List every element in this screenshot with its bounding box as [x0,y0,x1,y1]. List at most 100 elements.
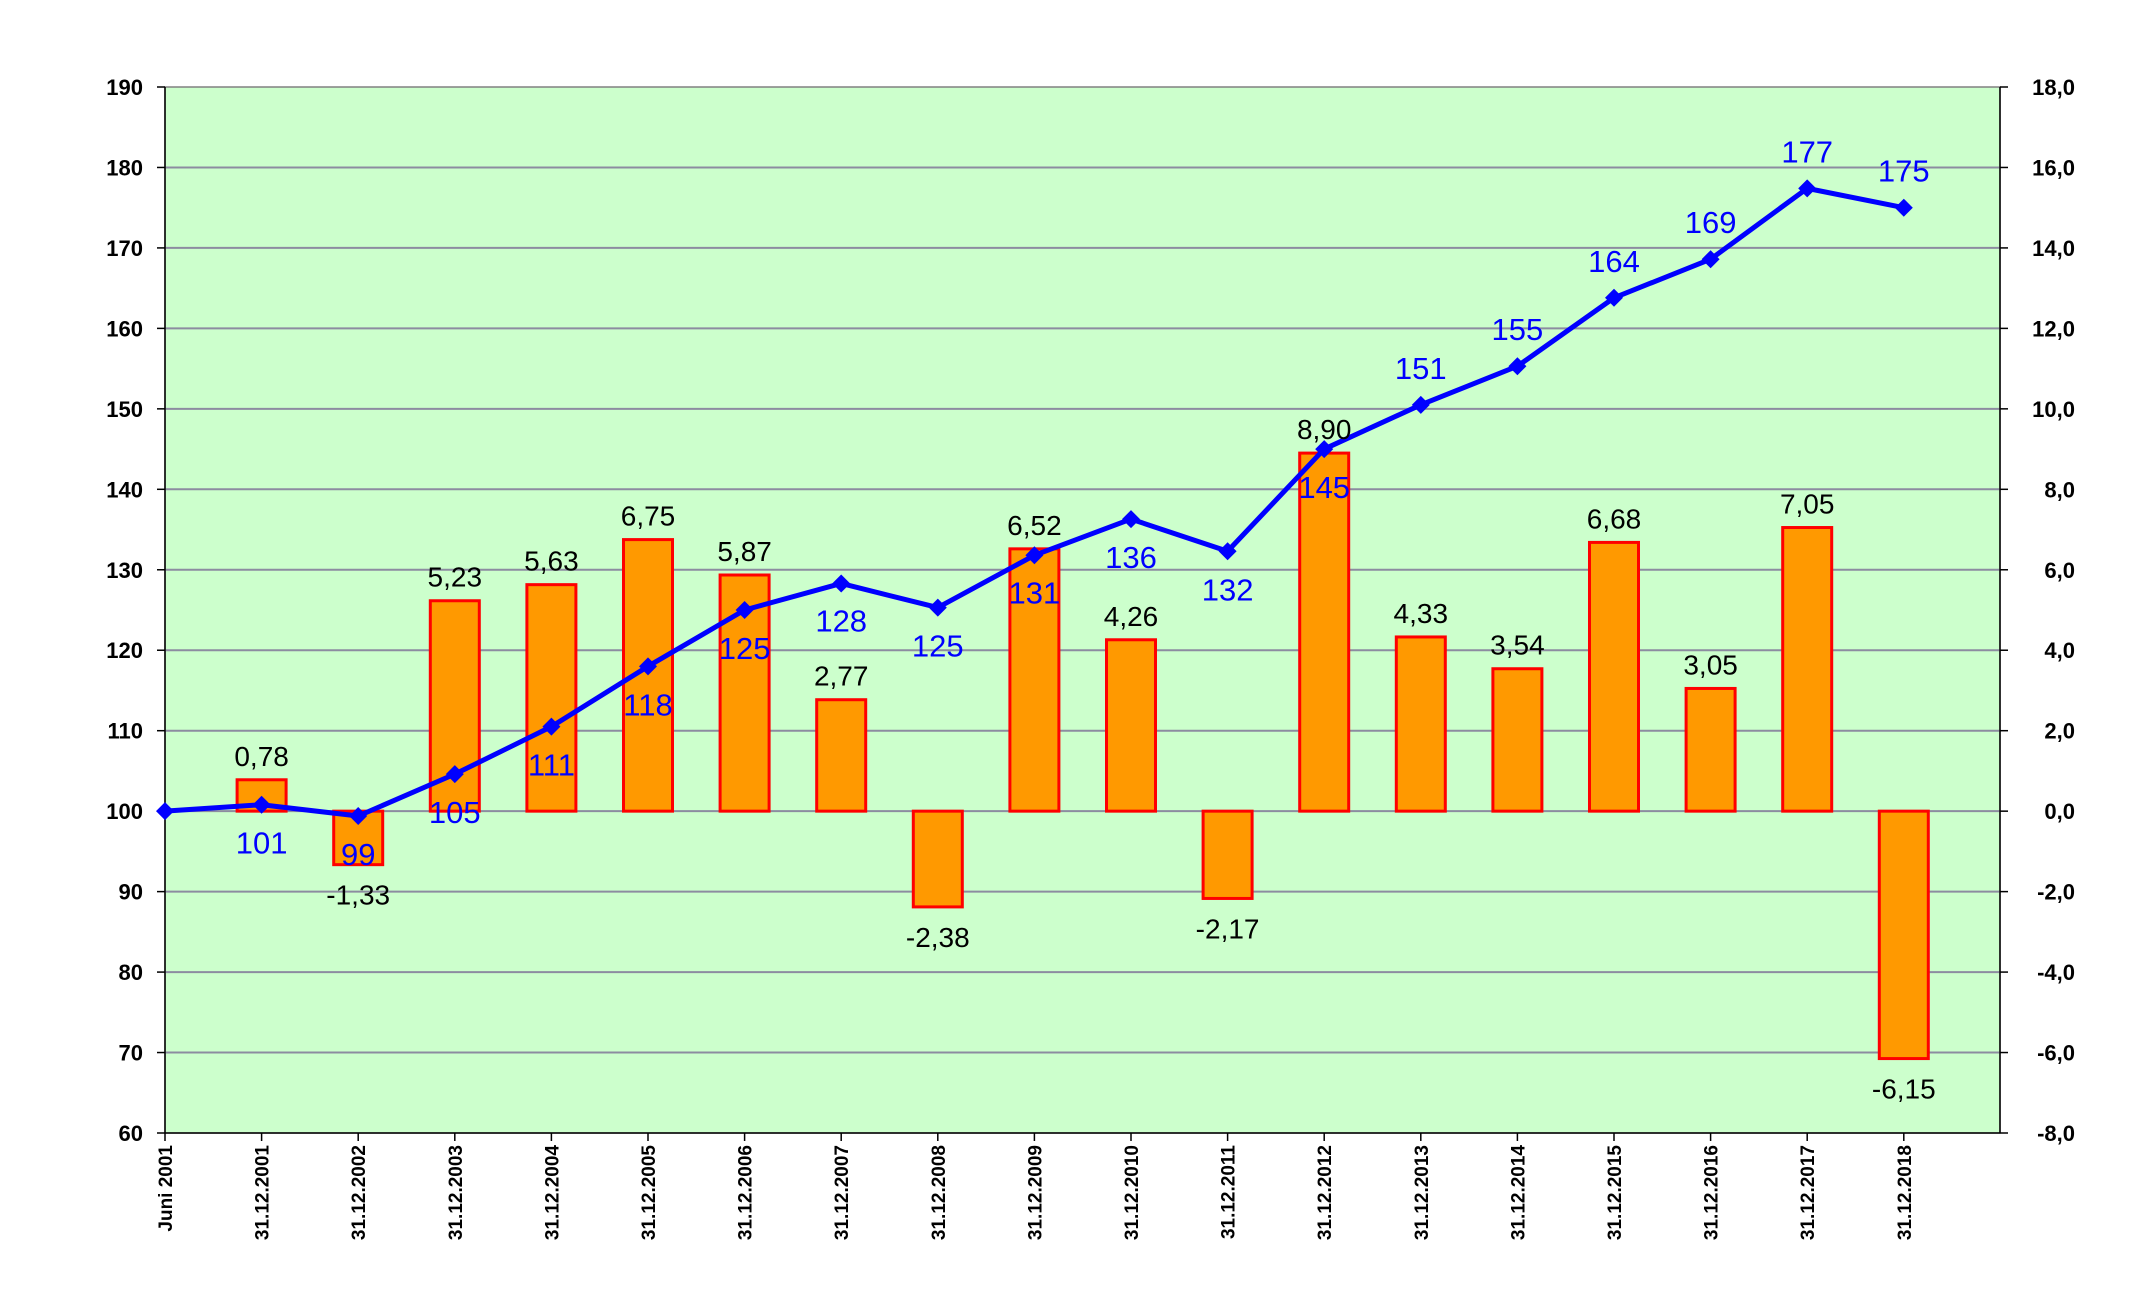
right-axis-tick-label: 4,0 [2044,638,2075,663]
x-axis-tick-label: 31.12.2006 [736,1145,757,1240]
x-axis-tick-label: 31.12.2003 [446,1145,467,1240]
line-point-marker [1508,357,1527,376]
right-axis-tick-label: 18,0 [2032,75,2075,100]
x-axis-tick-label: 31.12.2008 [929,1145,950,1240]
bar [1105,638,1157,813]
left-axis-tick-label: 190 [106,75,143,100]
line-data-label: 151 [1395,351,1447,386]
left-axis-tick-label: 150 [106,397,143,422]
line-point-marker [832,574,851,593]
line-data-label: 111 [528,748,575,783]
line-point-marker [156,802,174,821]
bar-data-label: 4,33 [1394,598,1449,629]
left-axis-tick-label: 70 [119,1041,143,1066]
right-axis-tick-label: 16,0 [2032,155,2075,180]
bar-data-label: 3,54 [1490,630,1545,661]
left-axis-tick-label: 170 [106,236,143,261]
line-data-label: 125 [719,631,771,666]
bar-data-label: 6,68 [1587,503,1642,534]
right-axis-tick-label: 8,0 [2044,477,2075,502]
right-axis-tick-label: -2,0 [2037,880,2075,905]
right-axis-tick-label: 14,0 [2032,236,2075,261]
left-axis-tick-label: 90 [119,880,143,905]
left-axis-tick-label: 160 [106,316,143,341]
bar-data-label: 3,05 [1683,649,1738,680]
line-data-label: 125 [912,629,964,664]
bar-data-label: 6,52 [1007,510,1062,541]
bar [1684,686,1737,813]
line-point-marker [928,598,947,617]
bar-data-label: 7,05 [1780,489,1835,520]
line-point-marker [735,601,754,619]
bar-data-label: 5,63 [524,546,579,577]
bar [525,583,578,813]
right-axis-tick-label: 12,0 [2032,316,2075,341]
line-point-marker [1798,179,1817,198]
left-axis-tick-label: 110 [108,719,144,744]
right-axis-tick-label: 2,0 [2044,719,2075,744]
x-axis-tick-label: 31.12.2011 [1219,1145,1240,1239]
x-axis-tick-label: 31.12.2013 [1412,1145,1433,1240]
line-data-label: 118 [623,687,672,722]
line-data-label: 132 [1202,572,1254,607]
bar [1394,635,1447,813]
right-axis-tick-label: 0,0 [2044,799,2075,824]
bar-data-label: 6,75 [621,501,676,532]
x-axis-tick-label: Juni 2001 [156,1145,177,1232]
bar [1201,809,1254,900]
left-axis-tick-label: 100 [106,799,143,824]
bar-data-label: 2,77 [814,661,869,692]
x-axis-tick-label: 31.12.2014 [1508,1145,1529,1241]
line-data-label: 155 [1492,312,1544,347]
line-point-marker [1218,542,1237,561]
bar-data-label: -2,38 [906,922,970,953]
x-axis-tick-label: 31.12.2017 [1798,1145,1819,1240]
x-axis-tick-label: 31.12.2018 [1895,1145,1916,1240]
x-axis-tick-label: 31.12.2007 [832,1145,853,1240]
bar [815,698,868,813]
line-point-marker [1315,440,1334,459]
line-point-marker [542,717,561,736]
bar-data-label: 8,90 [1297,414,1352,445]
x-axis-tick-label: 31.12.2015 [1605,1145,1626,1241]
line-data-label: 169 [1685,205,1737,240]
right-axis-tick-label: -6,0 [2037,1041,2075,1066]
line-point-marker [1025,546,1044,565]
line-data-label: 128 [815,603,867,638]
x-axis-tick-label: 31.12.2004 [542,1145,563,1241]
x-axis-tick-label: 31.12.2005 [639,1145,660,1241]
line-data-label: 177 [1781,134,1833,169]
bar-data-label: -2,17 [1196,913,1260,944]
line-data-label: 175 [1878,154,1930,189]
line-data-label: 131 [1009,575,1061,610]
bar-data-label: -6,15 [1872,1074,1936,1105]
line-point-marker [445,765,464,784]
bar-data-label: 0,78 [234,741,289,772]
line-data-label: 99 [341,837,375,872]
x-axis-tick-label: 31.12.2010 [1122,1145,1143,1240]
line-data-label: 164 [1588,244,1640,279]
bar [911,809,964,909]
x-axis-tick-label: 31.12.2016 [1702,1145,1723,1240]
line-data-label: 101 [236,826,288,861]
left-axis-tick-label: 60 [119,1121,143,1146]
bar [1781,526,1834,813]
line-data-label: 105 [429,795,481,830]
bar-data-label: 5,87 [717,536,772,567]
left-axis-tick-label: 80 [119,960,143,985]
line-data-label: 145 [1298,470,1350,505]
line-point-marker [349,806,368,825]
x-axis-tick-label: 31.12.2009 [1025,1145,1046,1240]
left-axis-tick-label: 140 [106,477,143,502]
line-point-marker [1894,198,1913,217]
line-point-marker [252,795,271,814]
line-point-marker [1122,510,1140,529]
bar [1491,667,1544,813]
left-axis-tick-label: 130 [106,558,143,583]
right-axis-tick-label: 10,0 [2032,397,2075,422]
x-axis-tick-label: 31.12.2012 [1315,1145,1336,1240]
right-axis-tick-label: -4,0 [2037,960,2075,985]
bar [1298,451,1351,813]
